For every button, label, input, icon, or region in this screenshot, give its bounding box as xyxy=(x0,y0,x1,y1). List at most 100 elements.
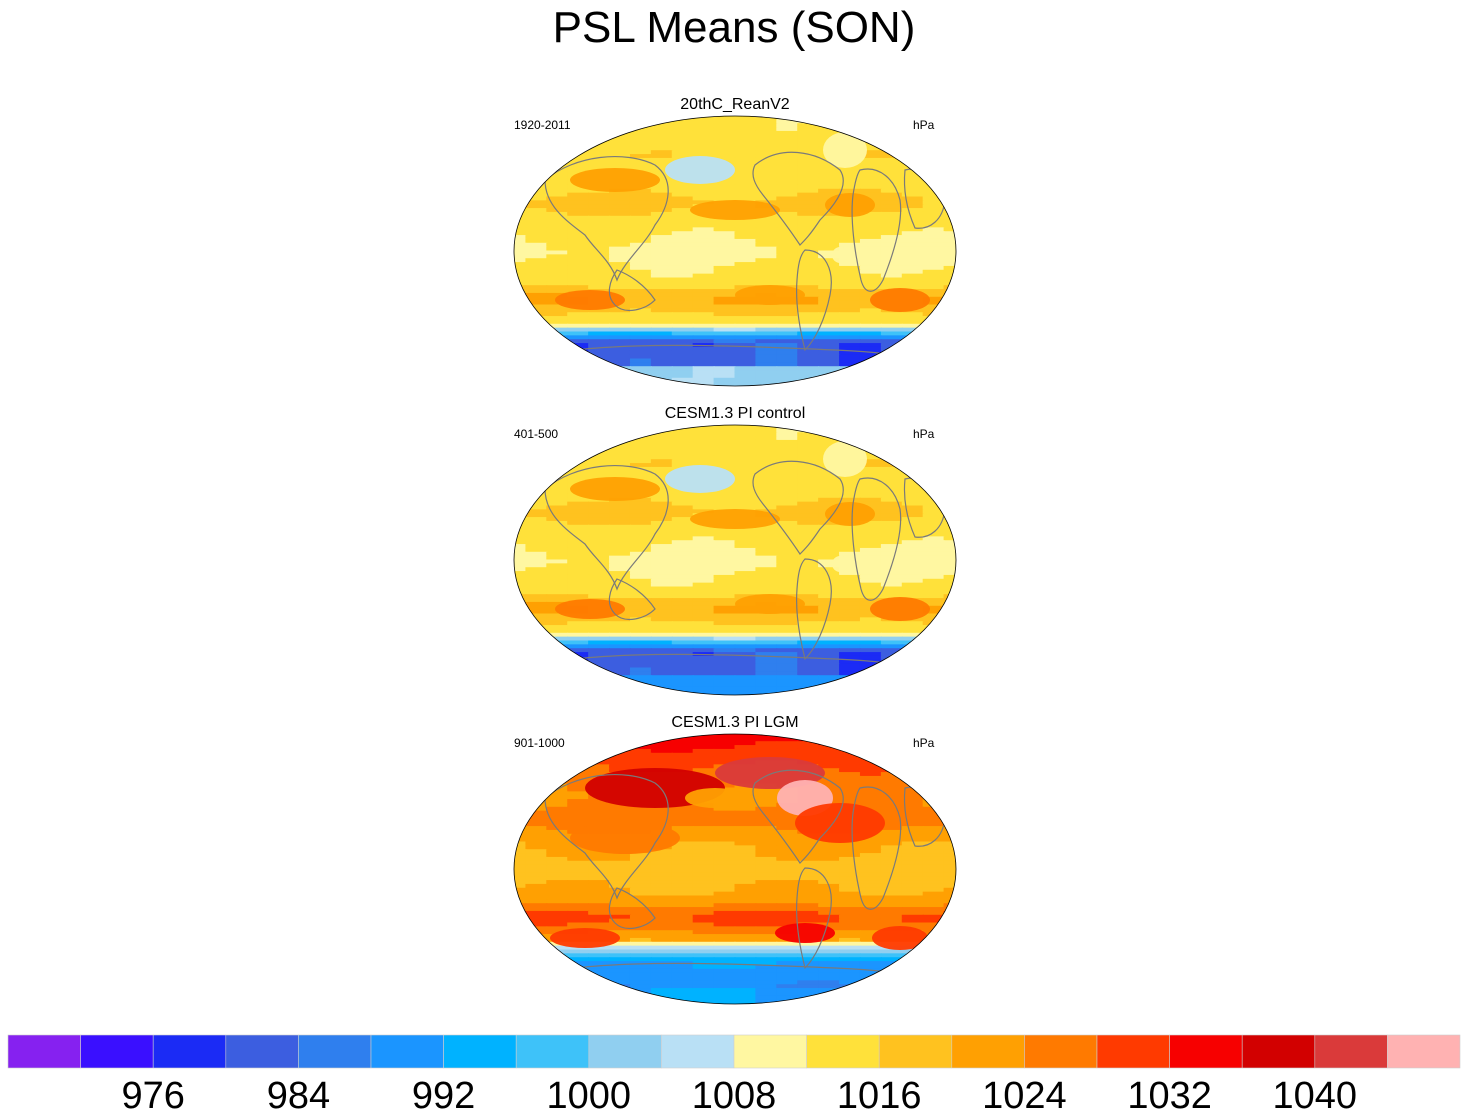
psl-cell xyxy=(671,285,694,291)
psl-cell xyxy=(797,953,820,959)
psl-cell xyxy=(943,154,956,159)
psl-cell xyxy=(776,574,799,580)
psl-cell xyxy=(567,362,590,368)
psl-cell xyxy=(609,208,631,213)
psl-cell xyxy=(609,451,631,457)
psl-cell xyxy=(650,671,673,677)
psl-cell xyxy=(734,899,757,905)
psl-cell xyxy=(609,547,631,553)
psl-cell xyxy=(922,173,945,179)
psl-cell xyxy=(943,463,956,468)
psl-cell xyxy=(755,578,778,584)
psl-cell xyxy=(650,254,673,260)
psl-cell xyxy=(567,745,590,750)
psl-cell xyxy=(839,671,861,677)
psl-cell xyxy=(650,648,673,654)
psl-cell xyxy=(514,335,527,341)
psl-cell xyxy=(922,343,945,348)
psl-cell xyxy=(525,586,548,592)
psl-cell xyxy=(880,223,903,229)
psl-cell xyxy=(671,594,694,600)
psl-cell xyxy=(588,582,611,588)
psl-cell xyxy=(943,246,956,252)
psl-cell xyxy=(797,899,820,905)
psl-cell xyxy=(859,532,882,538)
psl-cell xyxy=(797,200,820,206)
psl-cell xyxy=(901,853,924,858)
psl-cell xyxy=(943,377,956,383)
psl-cell xyxy=(859,628,882,634)
psl-cell xyxy=(797,663,820,669)
psl-cell xyxy=(629,949,652,955)
panel-title: 20thC_ReanV2 xyxy=(680,96,790,113)
psl-cell xyxy=(629,578,652,584)
psl-cell xyxy=(734,459,757,465)
psl-cell xyxy=(514,459,527,465)
psl-cell xyxy=(567,671,590,677)
psl-cell xyxy=(734,350,757,356)
psl-cell xyxy=(650,887,673,893)
psl-cell xyxy=(588,586,611,592)
psl-cell xyxy=(692,346,715,352)
psl-cell xyxy=(671,319,694,325)
psl-cell xyxy=(776,505,799,511)
psl-cell xyxy=(880,316,903,321)
psl-cell xyxy=(943,474,956,480)
psl-cell xyxy=(629,953,652,959)
psl-cell xyxy=(797,142,820,148)
psl-cell xyxy=(514,439,527,445)
psl-cell xyxy=(943,204,956,210)
psl-cell xyxy=(629,138,652,144)
psl-cell xyxy=(839,652,861,657)
psl-cell xyxy=(859,775,882,781)
psl-cell xyxy=(859,899,882,905)
psl-cell xyxy=(839,323,861,329)
psl-cell xyxy=(567,354,590,360)
coastline xyxy=(608,887,656,930)
psl-cell xyxy=(776,972,799,978)
psl-cell xyxy=(650,501,673,507)
psl-cell xyxy=(546,196,569,202)
psl-cell xyxy=(629,856,652,862)
psl-cell xyxy=(567,517,590,522)
psl-cell xyxy=(650,640,673,646)
psl-cell xyxy=(671,910,694,916)
psl-cell xyxy=(797,486,820,492)
psl-cell xyxy=(609,907,631,912)
psl-cell xyxy=(755,914,778,920)
psl-cell xyxy=(713,308,736,314)
psl-cell xyxy=(880,447,903,453)
psl-cell xyxy=(609,922,631,928)
psl-cell xyxy=(588,474,611,480)
psl-cell xyxy=(797,482,820,488)
psl-cell xyxy=(922,644,945,650)
psl-cell xyxy=(734,165,757,171)
psl-cell xyxy=(692,856,715,862)
psl-cell xyxy=(818,536,841,542)
psl-cell xyxy=(839,968,861,974)
psl-cell xyxy=(922,826,945,831)
psl-cell xyxy=(588,895,611,901)
psl-cell xyxy=(880,354,903,360)
psl-cell xyxy=(588,346,611,352)
psl-cell xyxy=(671,648,694,654)
psl-cell xyxy=(922,296,945,302)
psl-cell xyxy=(588,659,611,665)
psl-cell xyxy=(525,536,548,542)
psl-cell xyxy=(546,547,569,553)
psl-cell xyxy=(671,849,694,855)
psl-cell xyxy=(609,737,631,743)
psl-cell xyxy=(609,899,631,905)
psl-cell xyxy=(818,219,841,225)
psl-cell xyxy=(839,339,861,345)
psl-cell xyxy=(859,219,882,225)
psl-cell xyxy=(818,571,841,576)
psl-cell xyxy=(713,841,736,847)
psl-cell xyxy=(818,520,841,526)
psl-cell xyxy=(839,425,861,430)
psl-cell xyxy=(797,528,820,534)
psl-cell xyxy=(609,934,631,939)
psl-cell xyxy=(776,995,799,1001)
psl-map xyxy=(513,424,957,696)
psl-cell xyxy=(650,242,673,248)
